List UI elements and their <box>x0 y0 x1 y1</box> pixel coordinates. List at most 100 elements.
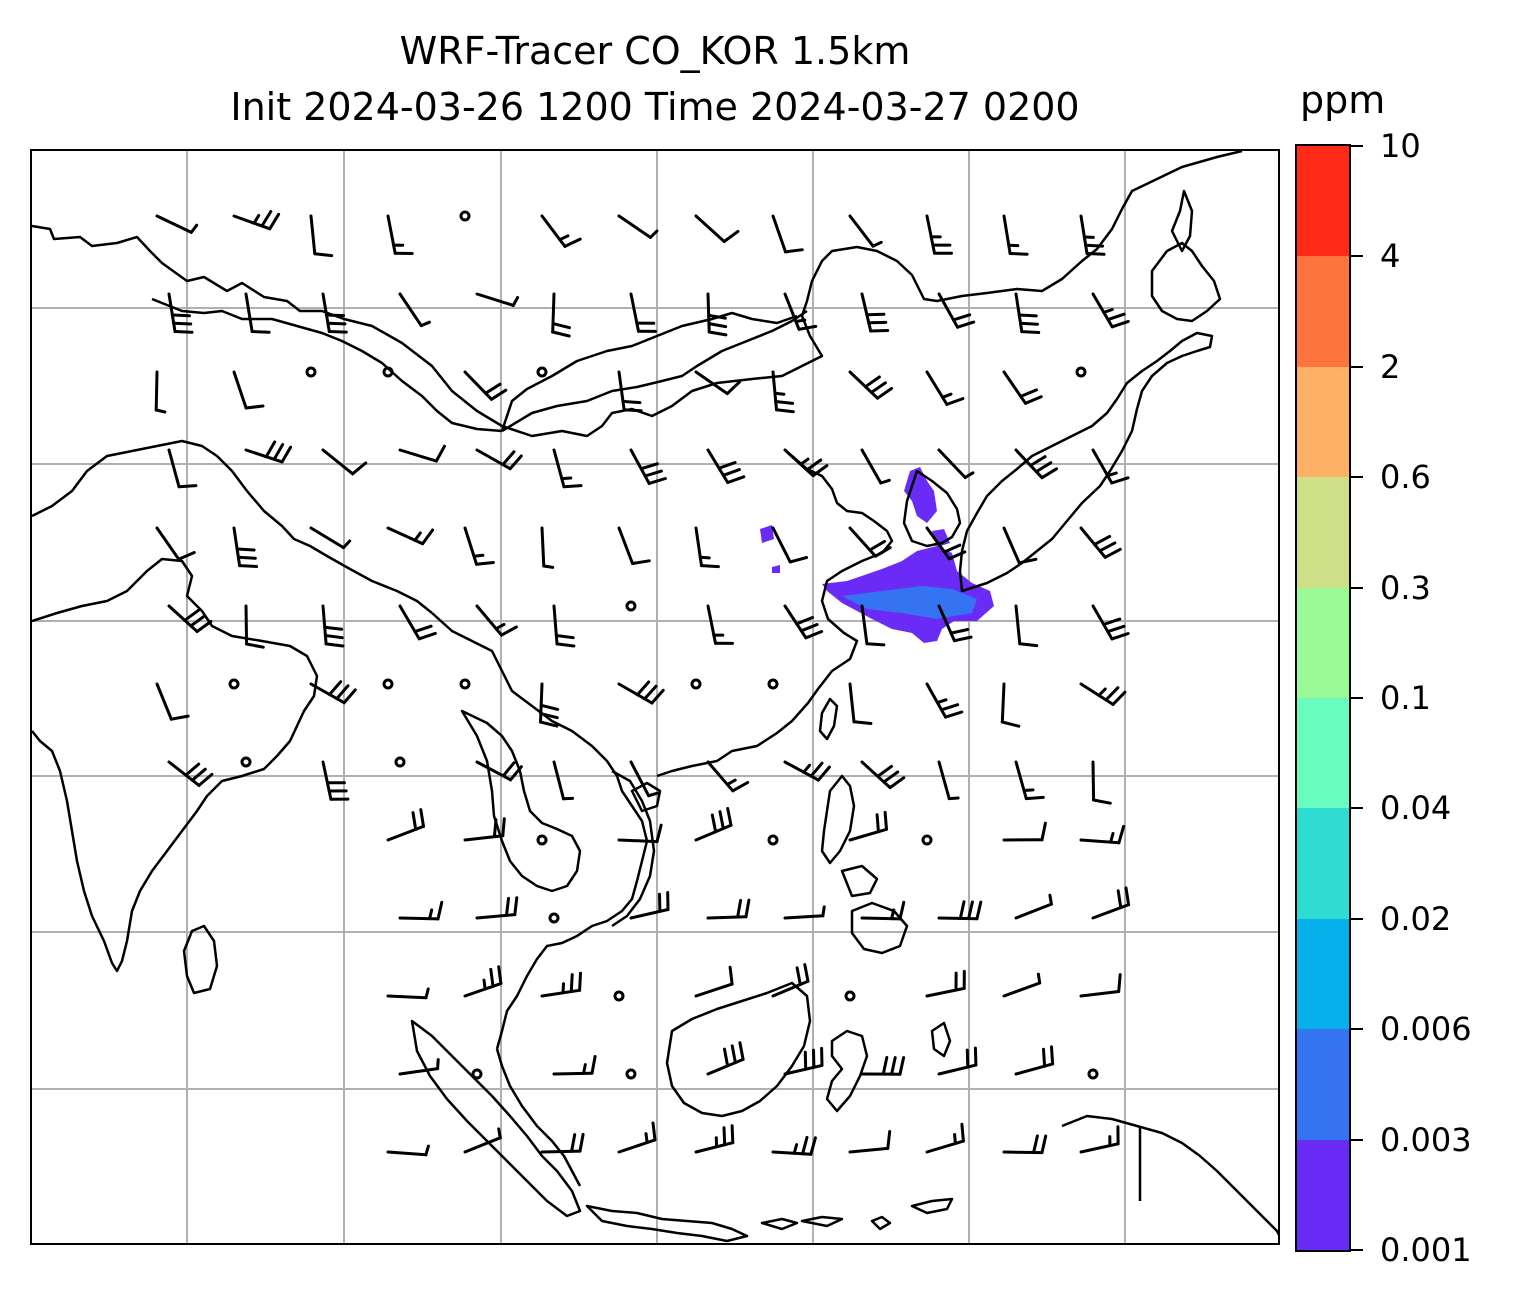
wind-barb <box>925 214 953 255</box>
colorbar-segment <box>1297 366 1349 478</box>
wind-barb <box>309 526 352 550</box>
wind-barb <box>475 760 523 782</box>
wind-barb <box>1091 292 1130 329</box>
map-canvas <box>32 151 1278 1243</box>
calm-marker <box>767 678 779 690</box>
russia-north-coast <box>32 151 1243 438</box>
sakhalin <box>1170 189 1194 253</box>
wind-barb <box>925 682 964 719</box>
wind-barb <box>552 604 576 648</box>
wind-barb <box>1014 448 1058 480</box>
wind-barb <box>1002 526 1038 565</box>
colorbar-segment <box>1297 1029 1349 1140</box>
wind-barb <box>771 1135 817 1156</box>
timor <box>910 1197 954 1215</box>
philippines-luzon <box>820 774 856 865</box>
wind-barb <box>232 526 259 568</box>
wind-barb <box>398 604 437 641</box>
wind-barb <box>925 370 965 406</box>
wind-barb <box>155 682 190 721</box>
wind-barb <box>1079 973 1122 998</box>
japan-honshu <box>958 331 1214 593</box>
wind-barb <box>463 370 508 401</box>
wind-barb <box>1091 760 1112 805</box>
wind-barb <box>1014 604 1039 648</box>
wind-barb <box>398 1058 440 1076</box>
colorbar-tick <box>1351 1249 1363 1251</box>
wind-barb <box>398 292 431 328</box>
calm-marker <box>625 1068 637 1080</box>
gulf-of-thailand <box>460 709 582 893</box>
wind-barb <box>706 292 728 337</box>
wind-barb <box>475 896 519 920</box>
colorbar-tick <box>1351 365 1363 368</box>
wind-barb <box>167 760 214 787</box>
wind-barb <box>463 526 495 566</box>
calm-marker <box>305 366 317 378</box>
wind-barb <box>694 214 740 243</box>
wind-barb <box>155 214 199 234</box>
wind-barb <box>848 526 892 558</box>
wind-barb <box>848 682 873 725</box>
colorbar-unit-label: ppm <box>1300 78 1386 122</box>
wind-barb <box>617 823 663 844</box>
wind-barb <box>848 214 883 248</box>
colorbar-tick <box>1351 586 1363 589</box>
calm-marker <box>228 678 240 690</box>
calm-marker <box>471 1068 483 1080</box>
wind-barb <box>783 905 826 920</box>
wind-barb <box>848 810 888 842</box>
wind-barb <box>1091 886 1131 920</box>
wind-barb <box>475 604 518 637</box>
colorbar-tick-label: 0.02 <box>1380 899 1452 938</box>
philippines-mindanao <box>850 901 909 955</box>
calm-marker <box>536 834 548 846</box>
colorbar-segment <box>1297 1139 1349 1250</box>
wind-barb <box>539 682 560 728</box>
new-guinea <box>1061 1114 1278 1236</box>
wind-barb <box>155 526 196 561</box>
colorbar-tick <box>1351 1138 1363 1141</box>
calm-marker <box>459 678 471 690</box>
calm-marker <box>240 756 252 768</box>
hainan <box>630 781 662 813</box>
taiwan <box>818 697 839 741</box>
wind-barb <box>1091 448 1130 485</box>
indochina-coast <box>431 612 649 1050</box>
wind-barb <box>1079 682 1127 706</box>
wind-barb <box>706 1041 745 1076</box>
wind-barb <box>386 1144 430 1157</box>
calm-marker <box>548 912 560 924</box>
wind-barb <box>783 604 824 640</box>
calm-marker <box>459 210 471 222</box>
calm-wind-markers <box>228 210 1099 1080</box>
colorbar-segment <box>1297 256 1349 367</box>
colorbar-tick-label: 0.04 <box>1380 789 1452 828</box>
wind-barb <box>1000 682 1021 728</box>
wind-barb <box>244 292 271 334</box>
bali-islands <box>870 1215 892 1231</box>
calm-marker <box>690 678 702 690</box>
colorbar-tick-label: 0.1 <box>1380 679 1431 717</box>
colorbar-tick <box>1351 255 1363 258</box>
wind-barb <box>706 604 734 645</box>
lesser-sunda <box>760 1215 844 1231</box>
wind-barb <box>694 807 733 842</box>
wind-barb <box>321 760 350 801</box>
wind-barb <box>860 1056 906 1076</box>
wind-barb <box>1002 821 1047 842</box>
china-korea-coast <box>656 455 894 778</box>
wind-barb <box>321 292 348 334</box>
wind-barb <box>937 604 973 643</box>
colorbar-tick-label: 10 <box>1380 127 1421 165</box>
java <box>585 1204 749 1243</box>
wind-barb <box>694 1124 735 1154</box>
wind-barb <box>937 292 976 329</box>
wind-barb <box>925 969 966 998</box>
wind-barb <box>167 604 213 633</box>
calm-marker <box>382 366 394 378</box>
colorbar-tick <box>1351 145 1363 147</box>
wind-barb <box>771 963 810 998</box>
wind-barb <box>860 292 890 333</box>
mongolia-border <box>501 309 808 433</box>
